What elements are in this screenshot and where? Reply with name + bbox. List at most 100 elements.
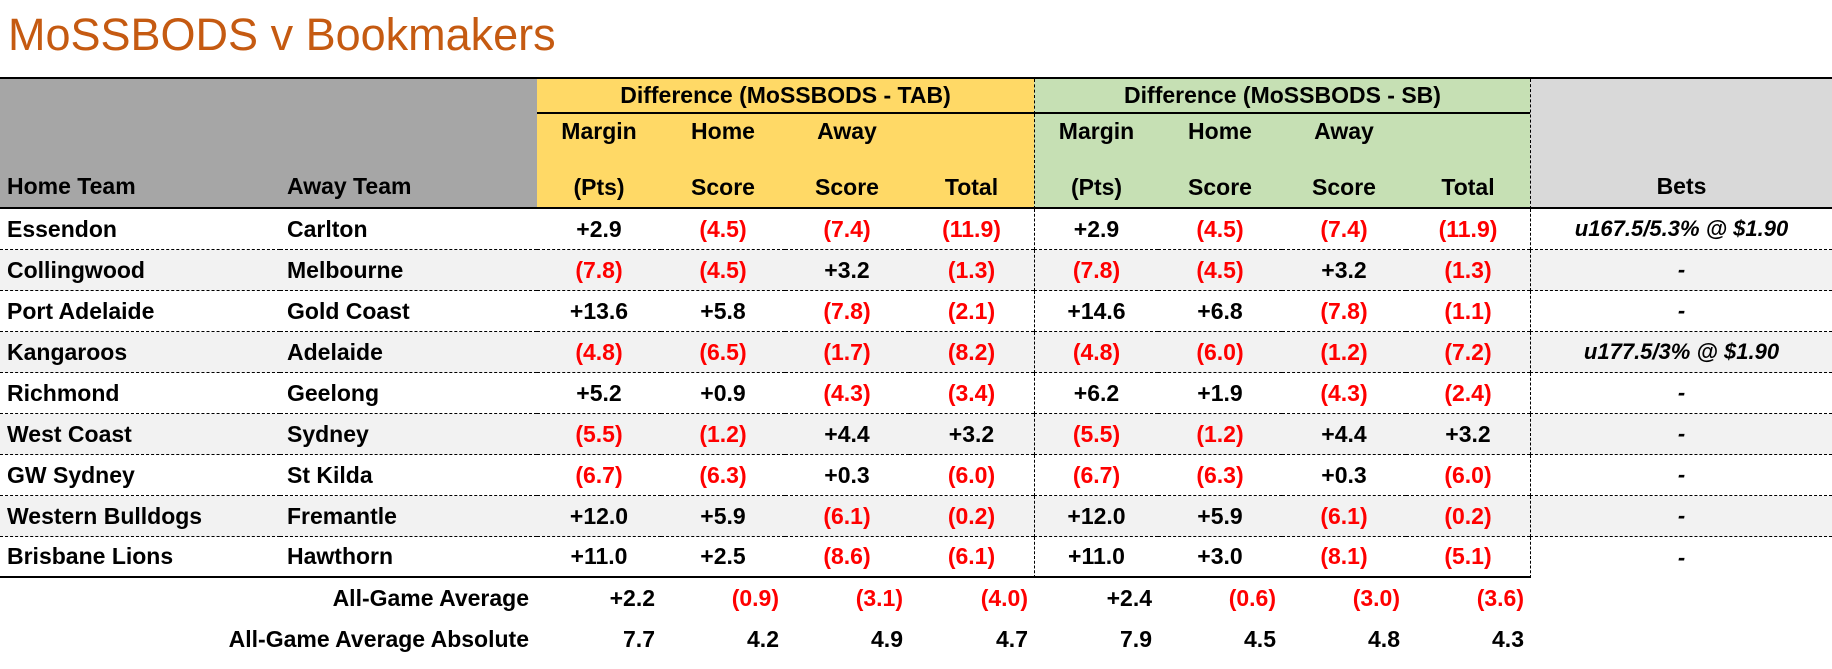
subheader-bottom-label: Score [1312,174,1376,200]
sb-diff-value: (1.1) [1406,291,1530,332]
sb-diff-value: +0.3 [1282,455,1406,496]
footer-bets-empty [1530,578,1832,619]
home-team-cell: Port Adelaide [0,291,280,332]
sb-diff-value: (1.2) [1158,414,1282,455]
away-team-cell: Sydney [280,414,537,455]
footer-sb-value: 4.3 [1492,626,1524,652]
away-team-cell: Adelaide [280,332,537,373]
sb-diff-value: (7.4) [1282,209,1406,250]
subheader-bottom-label: Total [1441,174,1495,200]
sb-diff-value: +1.9 [1158,373,1282,414]
tab-diff-value: (4.5) [661,250,785,291]
sb-diff-value: (4.8) [1034,332,1158,373]
tab-diff-value: +11.0 [537,537,661,578]
sb-diff-value: (5.5) [1034,414,1158,455]
tab-diff-value: (6.5) [661,332,785,373]
footer-tab-value: (0.9) [731,585,779,611]
footer-tab-value: 4.9 [871,626,903,652]
sb-diff-value: (1.3) [1406,250,1530,291]
bets-cell: u167.5/5.3% @ $1.90 [1530,209,1832,250]
home-team-cell: West Coast [0,414,280,455]
tab-diff-value: (6.7) [537,455,661,496]
sb-diff-value: (0.2) [1406,496,1530,537]
sb-diff-value: (5.1) [1406,537,1530,578]
tab-diff-value: (11.9) [909,209,1034,250]
bets-cell: - [1530,373,1832,414]
sb-diff-value: (11.9) [1406,209,1530,250]
group-header-mossbods-sb: Difference (MoSSBODS - SB) [1034,79,1530,114]
bets-cell: - [1530,496,1832,537]
column-header-bets: Bets [1530,79,1832,209]
away-team-cell: Hawthorn [280,537,537,578]
sb-diff-value: (6.0) [1406,455,1530,496]
subheader-top-label: Margin [1058,118,1135,144]
home-team-cell: Kangaroos [0,332,280,373]
home-team-cell: Collingwood [0,250,280,291]
footer-tab-value: 4.2 [747,626,779,652]
group-header-mossbods-tab: Difference (MoSSBODS - TAB) [537,79,1034,114]
footer-sb-value: (3.6) [1476,585,1524,611]
away-team-cell: Melbourne [280,250,537,291]
sb-diff-value: +6.8 [1158,291,1282,332]
footer-sb-value: 4.8 [1368,626,1400,652]
home-team-cell: GW Sydney [0,455,280,496]
column-header-away-team: Away Team [280,79,537,209]
subheader-tab-score: Away Score [785,114,909,209]
subheader-top-label: Home [1188,118,1252,144]
tab-diff-value: +0.3 [785,455,909,496]
tab-diff-value: (7.4) [785,209,909,250]
footer-sb-value: 7.9 [1120,626,1152,652]
tab-diff-value: (6.1) [909,537,1034,578]
sb-diff-value: (2.4) [1406,373,1530,414]
tab-diff-value: (4.5) [661,209,785,250]
tab-diff-value: +3.2 [909,414,1034,455]
sb-diff-value: +2.9 [1034,209,1158,250]
footer-tab-value: +2.2 [609,585,655,611]
sb-diff-value: (6.0) [1158,332,1282,373]
tab-diff-value: (7.8) [785,291,909,332]
subheader-bottom-label: (Pts) [1070,174,1123,200]
subheader-tab-total: Total [909,114,1034,209]
subheader-top-label: Home [691,118,755,144]
tab-diff-value: (5.5) [537,414,661,455]
bets-cell: - [1530,414,1832,455]
footer-sb-value: (3.0) [1352,585,1400,611]
tab-diff-value: +4.4 [785,414,909,455]
bets-cell: - [1530,291,1832,332]
comparison-table: Home Team Away Team Difference (MoSSBODS… [0,77,1832,660]
tab-diff-value: (4.8) [537,332,661,373]
tab-diff-value: (3.4) [909,373,1034,414]
tab-diff-value: (6.0) [909,455,1034,496]
footer-sb-value: 4.5 [1244,626,1276,652]
sb-diff-value: (4.3) [1282,373,1406,414]
bets-cell: - [1530,537,1832,578]
footer-label: All-Game Average [332,585,529,611]
subheader-bottom-label: Score [1188,174,1252,200]
subheader-tab-pts: Margin (Pts) [537,114,661,209]
sb-diff-value: (7.8) [1034,250,1158,291]
sb-diff-value: (1.2) [1282,332,1406,373]
tab-diff-value: (6.3) [661,455,785,496]
away-team-cell: Carlton [280,209,537,250]
tab-diff-value: (7.8) [537,250,661,291]
footer-tab-value: 4.7 [996,626,1028,652]
subheader-top-label: Away [817,118,877,144]
sb-diff-value: (4.5) [1158,250,1282,291]
subheader-bottom-label: Score [815,174,879,200]
home-team-cell: Western Bulldogs [0,496,280,537]
footer-bets-empty [1530,619,1832,660]
subheader-bottom-label: (Pts) [573,174,625,200]
away-team-cell: St Kilda [280,455,537,496]
tab-diff-value: +3.2 [785,250,909,291]
tab-diff-value: +5.9 [661,496,785,537]
tab-diff-value: +5.8 [661,291,785,332]
sb-diff-value: +3.2 [1406,414,1530,455]
sb-diff-value: +6.2 [1034,373,1158,414]
sb-diff-value: +3.2 [1282,250,1406,291]
tab-diff-value: (1.7) [785,332,909,373]
tab-diff-value: +5.2 [537,373,661,414]
home-team-cell: Brisbane Lions [0,537,280,578]
tab-diff-value: (1.3) [909,250,1034,291]
tab-diff-value: +2.9 [537,209,661,250]
away-team-cell: Geelong [280,373,537,414]
